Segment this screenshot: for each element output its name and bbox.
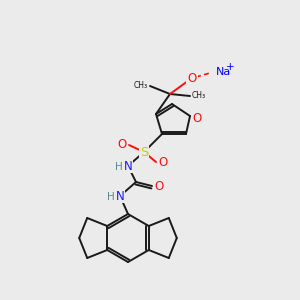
Text: S: S [140,146,148,158]
Text: O: O [192,112,202,124]
Text: N: N [124,160,132,172]
Text: N: N [116,190,124,202]
Text: O: O [158,155,168,169]
Text: H: H [115,162,123,172]
Text: O: O [188,71,196,85]
Text: CH₃: CH₃ [134,80,148,89]
Text: CH₃: CH₃ [192,92,206,100]
Text: O: O [117,139,127,152]
Text: H: H [107,192,115,202]
Text: +: + [226,62,234,72]
Text: Na: Na [216,67,231,77]
Text: O: O [154,179,164,193]
